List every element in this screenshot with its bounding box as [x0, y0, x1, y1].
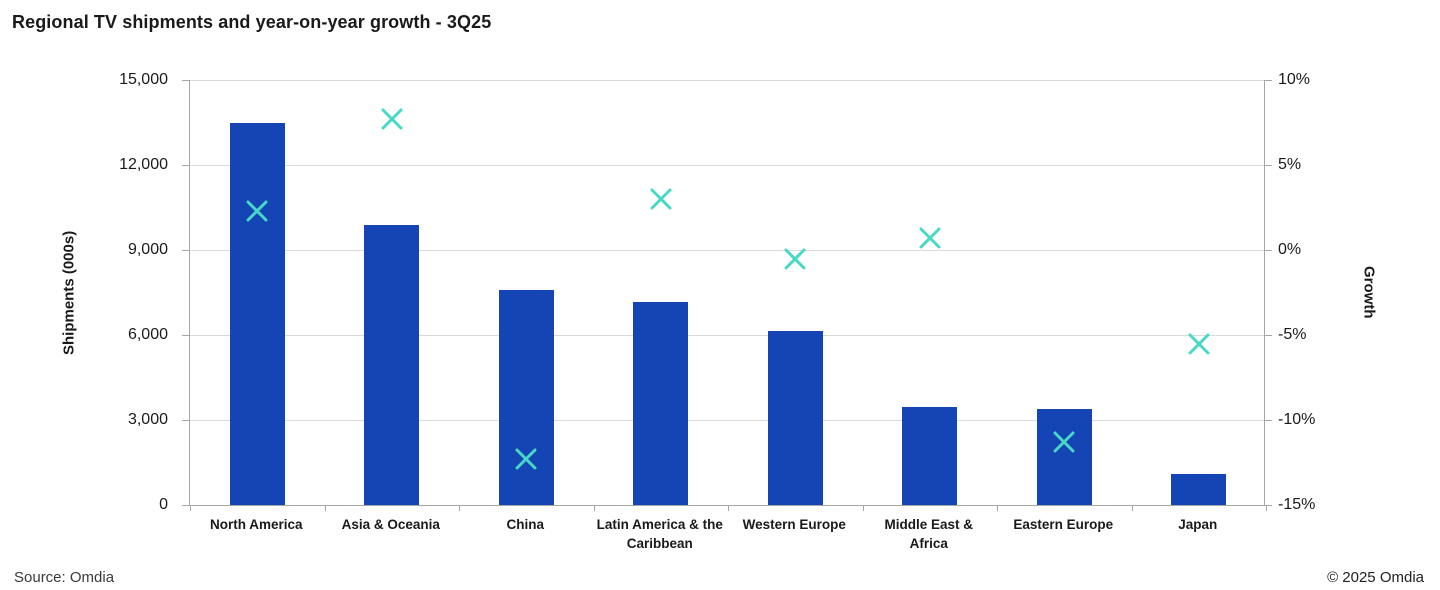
- chart-title: Regional TV shipments and year-on-year g…: [12, 12, 492, 32]
- shipments-bar: [902, 407, 958, 505]
- x-axis-tick: [728, 505, 729, 511]
- gridline: [190, 165, 1264, 166]
- shipments-bar: [633, 302, 689, 505]
- category-label: China: [506, 517, 544, 532]
- left-axis-tick-label: 15,000: [119, 71, 168, 88]
- x-axis-tick: [997, 505, 998, 511]
- left-axis-tick: [182, 335, 190, 336]
- right-axis-tick: [1264, 250, 1272, 251]
- left-axis-tick-label: 0: [159, 496, 168, 513]
- category-label: Eastern Europe: [1013, 517, 1114, 532]
- right-axis-tick: [1264, 505, 1272, 506]
- right-axis-tick-label: 10%: [1278, 71, 1311, 88]
- left-axis-tick-label: 6,000: [127, 326, 168, 343]
- left-axis-tick: [182, 80, 190, 81]
- shipments-bar: [229, 122, 285, 505]
- left-axis-tick-label: 12,000: [119, 156, 168, 173]
- category-label: Latin America & the Caribbean: [596, 517, 723, 551]
- x-cross-icon: [381, 108, 403, 130]
- right-axis-tick: [1264, 335, 1272, 336]
- left-axis-tick: [182, 165, 190, 166]
- category-label: Japan: [1178, 517, 1218, 532]
- shipments-bar: [767, 330, 823, 505]
- left-axis-tick: [182, 250, 190, 251]
- right-axis-title: Growth: [1360, 266, 1378, 319]
- right-axis-tick-label: 0%: [1278, 241, 1302, 258]
- category-label: North America: [209, 517, 303, 532]
- left-axis-tick: [182, 505, 190, 506]
- gridline: [190, 250, 1264, 251]
- shipments-bar: [1171, 473, 1227, 505]
- growth-x-marker: [649, 187, 673, 211]
- x-axis-tick: [593, 505, 595, 511]
- x-axis-tick: [324, 505, 326, 511]
- growth-x-marker: [918, 226, 942, 250]
- x-cross-icon: [919, 227, 941, 249]
- right-axis-tick-label: -10%: [1278, 411, 1316, 428]
- shipments-bar: [1036, 408, 1092, 505]
- left-axis-tick: [182, 420, 190, 421]
- gridline: [190, 335, 1264, 336]
- category-label: Western Europe: [742, 517, 846, 532]
- shipments-bar: [498, 289, 554, 505]
- right-axis-tick-label: -5%: [1278, 326, 1307, 343]
- x-axis-tick: [1131, 505, 1133, 511]
- x-axis-tick: [1266, 505, 1267, 511]
- plot-area: [182, 80, 1272, 511]
- x-axis-line: [190, 505, 1264, 506]
- x-cross-icon: [650, 188, 672, 210]
- gridline: [190, 80, 1264, 81]
- gridline: [190, 420, 1264, 421]
- x-axis-tick: [459, 505, 460, 511]
- source-note: Source: Omdia: [14, 569, 115, 586]
- right-axis-tick: [1264, 420, 1272, 421]
- category-label: Asia & Oceania: [341, 517, 440, 532]
- shipments-bar: [364, 224, 420, 505]
- right-axis-tick: [1264, 165, 1272, 166]
- right-axis-tick-label: 5%: [1278, 156, 1302, 173]
- left-axis-tick-label: 3,000: [127, 411, 168, 428]
- left-axis-title: Shipments (000s): [60, 230, 78, 355]
- left-axis-tick-label: 9,000: [127, 241, 168, 258]
- category-label: Middle East & Africa: [884, 517, 973, 551]
- growth-x-marker: [380, 107, 404, 131]
- right-axis-tick-label: -15%: [1278, 496, 1316, 513]
- x-axis-tick: [862, 505, 864, 511]
- category-labels: North America Asia & Oceania China Latin Am…: [189, 515, 1265, 553]
- x-axis-tick: [190, 505, 191, 511]
- copyright-note: © 2025 Omdia: [1327, 569, 1424, 586]
- right-axis-tick: [1264, 80, 1272, 81]
